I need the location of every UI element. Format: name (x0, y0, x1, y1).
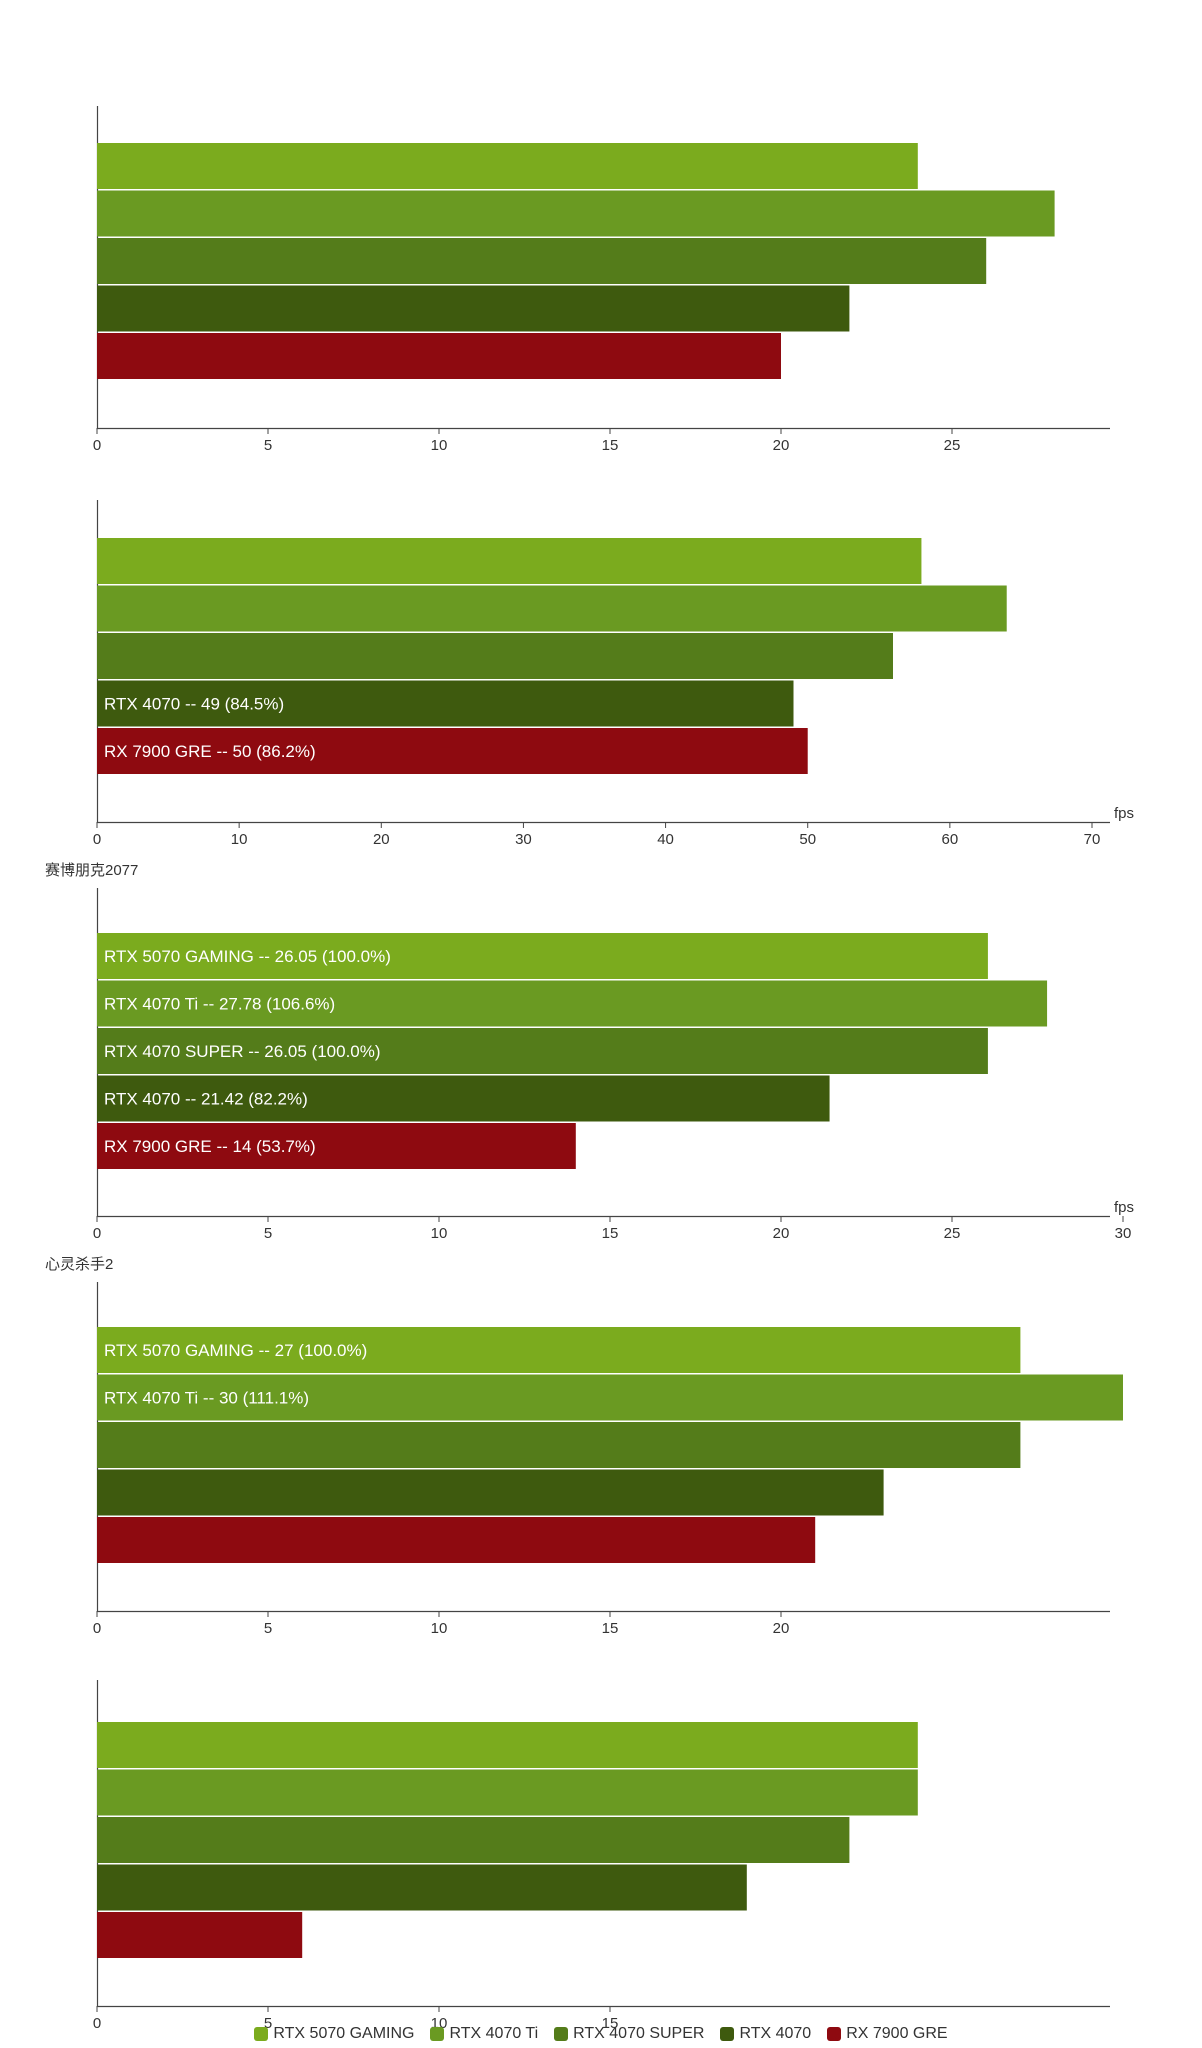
x-tick-label: 50 (799, 831, 816, 848)
bar-label: RTX 4070 -- 21.42 (82.2%) (104, 1090, 308, 1109)
axis-unit-label: fps (1114, 1199, 1134, 1216)
legend-label: RTX 5070 GAMING (273, 2025, 415, 2042)
chart-legend: RTX 5070 GAMING RTX 4070 Ti RTX 4070 SUPER… (0, 2022, 1202, 2046)
bar-rtx-5070-gaming (97, 538, 922, 584)
legend-label: RTX 4070 SUPER (573, 2025, 705, 2042)
panel-title: 赛博朋克2077 (45, 862, 138, 879)
x-tick-label: 30 (515, 831, 532, 848)
legend-swatch (554, 2027, 569, 2041)
chart-panel-1: 0 5 10 15 20 25 (93, 106, 1110, 454)
bar-label: RTX 4070 SUPER -- 26.05 (100.0%) (104, 1042, 381, 1061)
bar-rtx-4070 (97, 680, 794, 727)
bar-rtx-4070-ti (97, 585, 1007, 632)
x-tick-label: 10 (431, 1620, 448, 1637)
bar-rtx-5070-gaming (97, 1722, 918, 1768)
bar-label: RTX 4070 Ti -- 27.78 (106.6%) (104, 995, 335, 1014)
x-tick-label: 20 (773, 437, 790, 454)
legend-item[interactable]: RTX 5070 GAMING (254, 2025, 414, 2043)
chart-panel-2: RTX 4070 -- 49 (84.5%) RX 7900 GRE -- 50 … (93, 500, 1134, 848)
bar-label: RTX 4070 -- 49 (84.5%) (104, 695, 284, 714)
x-tick-label: 15 (602, 1620, 619, 1637)
x-tick-label: 10 (431, 1225, 448, 1242)
bar-rx-7900-gre (97, 333, 781, 379)
bar-rtx-4070 (97, 1864, 747, 1911)
chart-panel-3: 赛博朋克2077 RTX 5070 GAMING -- 26.05 (100.0%… (45, 862, 1134, 1242)
x-tick-label: 20 (773, 1225, 790, 1242)
bar-rtx-4070-super (97, 1028, 988, 1074)
legend-label: RTX 4070 (739, 2025, 812, 2042)
bar-rtx-4070 (97, 285, 850, 332)
legend-item[interactable]: RX 7900 GRE (827, 2025, 948, 2043)
axis-unit-label: fps (1114, 805, 1134, 822)
x-tick-label: 25 (944, 1225, 961, 1242)
legend-item[interactable]: RTX 4070 (720, 2025, 811, 2043)
legend-label: RX 7900 GRE (846, 2025, 948, 2042)
bar-rtx-5070-gaming (97, 143, 918, 189)
x-tick-label: 5 (264, 437, 272, 454)
bar-rtx-4070-ti (97, 980, 1048, 1027)
x-tick-label: 5 (264, 2015, 272, 2032)
x-tick-label: 0 (93, 831, 101, 848)
bar-rx-7900-gre (97, 1912, 303, 1958)
x-tick-label: 5 (264, 1620, 272, 1637)
bar-rx-7900-gre (97, 728, 808, 774)
legend-swatch (254, 2027, 269, 2041)
bar-rtx-4070 (97, 1075, 830, 1122)
x-tick-label: 10 (231, 831, 248, 848)
legend-swatch (430, 2027, 445, 2041)
bar-rtx-4070-super (97, 238, 987, 284)
bar-rtx-4070-super (97, 633, 893, 679)
x-tick-label: 15 (602, 2015, 619, 2032)
legend-label: RTX 4070 Ti (449, 2025, 539, 2042)
x-tick-label: 0 (93, 1620, 101, 1637)
chart-panel-4: 心灵杀手2 RTX 5070 GAMING -- 27 (100.0%) RTX 4… (45, 1256, 1123, 1637)
x-tick-label: 40 (657, 831, 674, 848)
bar-label: RTX 5070 GAMING -- 27 (100.0%) (104, 1341, 367, 1360)
bar-rx-7900-gre (97, 1517, 816, 1563)
bar-label: RTX 4070 Ti -- 30 (111.1%) (104, 1389, 309, 1408)
x-tick-label: 15 (602, 1225, 619, 1242)
x-tick-label: 60 (942, 831, 959, 848)
x-tick-label: 0 (93, 437, 101, 454)
bar-rtx-4070-super (97, 1422, 1021, 1468)
x-tick-label: 0 (93, 2015, 101, 2032)
bar-rtx-4070-ti (97, 1769, 918, 1816)
bar-rtx-4070-ti (97, 1374, 1123, 1421)
bar-rtx-4070-ti (97, 190, 1055, 237)
x-tick-label: 70 (1084, 831, 1101, 848)
bar-rx-7900-gre (97, 1123, 576, 1169)
bar-rtx-4070-super (97, 1817, 850, 1863)
legend-swatch (827, 2027, 842, 2041)
x-tick-label: 20 (373, 831, 390, 848)
x-tick-label: 15 (602, 437, 619, 454)
bar-rtx-5070-gaming (97, 1327, 1021, 1373)
chart-panel-5: 0 5 10 15 (93, 1680, 1110, 2032)
x-tick-label: 30 (1115, 1225, 1132, 1242)
bar-label: RX 7900 GRE -- 14 (53.7%) (104, 1137, 316, 1156)
legend-swatch (720, 2027, 735, 2041)
bar-rtx-5070-gaming (97, 933, 988, 979)
x-tick-label: 5 (264, 1225, 272, 1242)
panel-title: 心灵杀手2 (45, 1256, 113, 1273)
bar-rtx-4070 (97, 1469, 884, 1516)
x-tick-label: 20 (773, 1620, 790, 1637)
legend-item[interactable]: RTX 4070 SUPER (554, 2025, 704, 2043)
bar-label: RTX 5070 GAMING -- 26.05 (100.0%) (104, 947, 391, 966)
x-tick-label: 10 (431, 437, 448, 454)
x-tick-label: 25 (944, 437, 961, 454)
bar-label: RX 7900 GRE -- 50 (86.2%) (104, 742, 316, 761)
legend-item[interactable]: RTX 4070 Ti (430, 2025, 538, 2043)
x-tick-label: 0 (93, 1225, 101, 1242)
